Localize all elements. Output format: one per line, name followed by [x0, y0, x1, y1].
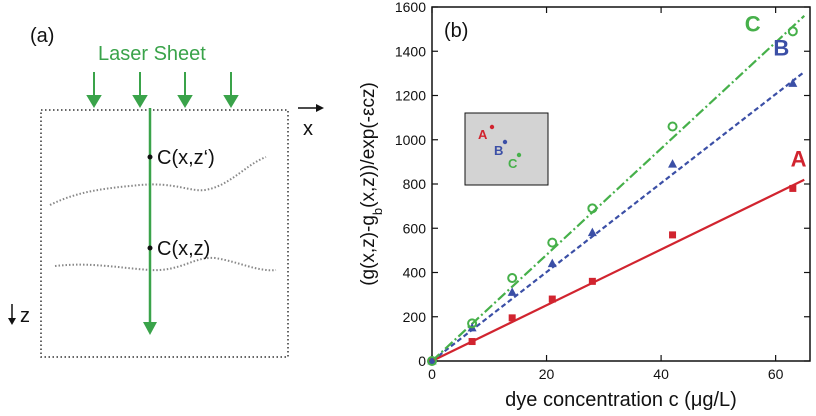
x-axis-ticks: 0 20 40 60: [428, 7, 784, 382]
interface-curve-lower: [54, 256, 277, 272]
data-point-c: [427, 356, 437, 366]
series-labels: A BC: [745, 11, 807, 171]
data-point-b: [587, 227, 597, 237]
data-point-b: [427, 356, 437, 365]
y-axis-ticks: 0 200 400 600 800 1000 1200 1400 1600: [395, 0, 810, 369]
inset-point-b: [502, 139, 508, 145]
y-tick-label: 200: [403, 309, 427, 325]
laser-arrows: [86, 72, 239, 108]
y-axis-title: (g(x,z)-gb(x,z))/exp(-εcz): [358, 82, 385, 286]
inset-point-c: [516, 152, 522, 158]
y-tick-label: 0: [418, 353, 426, 369]
data-point-c: [547, 237, 558, 248]
y-tick-label: 1000: [395, 132, 426, 148]
point-lower-label: C(x,z): [157, 238, 210, 260]
fit-line-b: [431, 71, 805, 362]
data-point-a: [468, 338, 476, 346]
data-point-a: [588, 277, 596, 285]
fit-line-a: [431, 178, 805, 362]
panel-b-label: (b): [444, 20, 468, 42]
y-tick-label: 1200: [395, 88, 426, 104]
data-point-b: [788, 78, 798, 87]
x-axis-title: dye concentration c (μg/L): [505, 389, 737, 411]
data-point-c: [787, 26, 798, 37]
fit-line-c: [431, 15, 806, 362]
data-point-b: [547, 258, 557, 268]
data-point-b: [507, 287, 517, 296]
fit-lines: [431, 15, 806, 362]
x-tick-label: 0: [428, 366, 436, 382]
inset-label-a: A: [478, 127, 488, 142]
laser-line: [143, 108, 157, 335]
data-markers: [427, 26, 798, 366]
data-point-c: [467, 318, 478, 329]
inset-box: [464, 112, 549, 186]
x-tick-label: 60: [768, 366, 784, 382]
data-point-c: [587, 203, 598, 214]
interface-curve-upper: [49, 156, 267, 206]
x-axis-label: x: [303, 118, 313, 140]
point-upper-label: C(x,z‘): [157, 147, 215, 169]
data-point-c: [667, 121, 678, 132]
data-point-a: [669, 231, 677, 239]
x-tick-label: 40: [653, 366, 669, 382]
tank-frame: [40, 109, 289, 358]
x-tick-label: 20: [539, 366, 555, 382]
panel-b-chart: (b) 0 200 400 600 800 1000 1200 1400 1600 0 20 40 6…: [358, 0, 811, 411]
y-tick-label: 800: [403, 176, 427, 192]
y-tick-label: 1600: [395, 0, 426, 15]
y-tick-label: 1400: [395, 43, 426, 59]
data-point-a: [548, 295, 556, 303]
inset-label-b: B: [494, 143, 503, 158]
panel-a: (a) Laser Sheet x z: [8, 25, 324, 358]
inset-label-c: C: [508, 156, 518, 171]
data-point-c: [507, 273, 518, 284]
data-point-b: [668, 159, 678, 168]
data-point-a: [789, 184, 797, 192]
laser-sheet-label: Laser Sheet: [98, 43, 206, 65]
inset-map: A B C: [464, 112, 549, 186]
point-lower-marker: [147, 245, 153, 251]
y-tick-label: 600: [403, 220, 427, 236]
data-point-a: [508, 314, 516, 322]
series-label-c: C: [745, 11, 761, 36]
x-axis-arrow: x: [298, 104, 324, 140]
point-upper-marker: [147, 154, 153, 160]
inset-point-a: [489, 124, 495, 130]
series-label-b: B: [773, 36, 789, 61]
z-axis-label: z: [20, 305, 30, 327]
series-label-a: A: [791, 146, 807, 171]
panel-a-label: (a): [30, 25, 54, 47]
z-axis-arrow: z: [8, 304, 30, 327]
y-tick-label: 400: [403, 265, 427, 281]
